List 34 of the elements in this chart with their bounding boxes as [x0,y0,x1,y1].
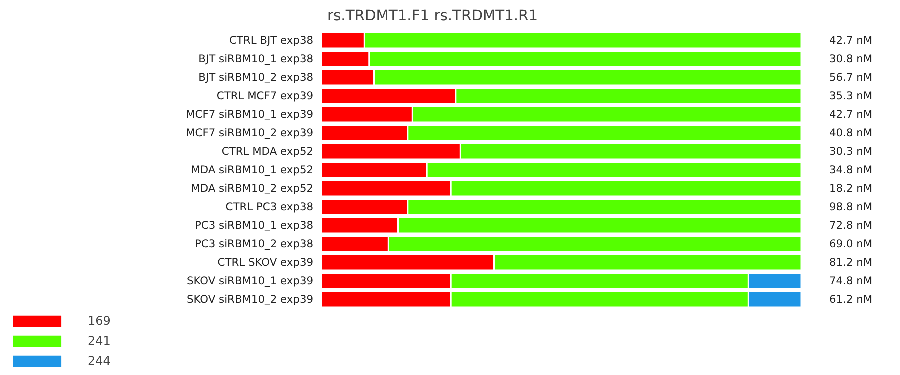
y-tick-label: CTRL PC3 exp38 [226,200,314,214]
text: 72.8 nM [830,219,873,232]
text: 61.2 nM [830,293,873,306]
text: 98.8 nM [830,200,873,214]
text: 35.3 nM [830,90,873,103]
text: 42.7 nM [830,34,873,48]
y-tick-label: CTRL BJT exp38 [229,34,314,48]
y-tick-label: BJT siRBM10_2 exp38 [198,71,314,84]
text: 81.2 nM [830,256,873,270]
text: 69.0 nM [830,238,873,251]
y-tick-label: MDA siRBM10_2 exp52 [191,182,314,196]
y-tick-label: CTRL MDA exp52 [222,145,314,158]
text: 34.8 nM [830,164,873,177]
y-tick-label: CTRL MCF7 exp39 [216,90,314,103]
text: 30.8 nM [830,52,873,66]
y-tick-label: MCF7 siRBM10_2 exp39 [186,126,314,140]
y-tick-label: PC3 siRBM10_2 exp38 [194,238,314,251]
text: 56.7 nM [830,71,873,84]
y-tick-label: CTRL SKOV exp39 [218,256,314,270]
text: 40.8 nM [830,126,873,140]
y-tick-label: MCF7 siRBM10_1 exp39 [186,108,314,122]
y-tick-label: SKOV siRBM10_2 exp39 [186,293,314,306]
legend-label: 244 [88,354,111,368]
text: 18.2 nM [830,182,873,196]
text: 30.3 nM [830,145,873,158]
y-tick-label: MDA siRBM10_1 exp52 [191,164,314,177]
y-tick-label: PC3 siRBM10_1 exp38 [194,219,314,232]
y-tick-label: SKOV siRBM10_1 exp39 [186,274,314,288]
text: 42.7 nM [830,108,873,122]
text: 74.8 nM [830,274,873,288]
legend-label: 241 [88,334,111,348]
chart-title: rs.TRDMT1.F1 rs.TRDMT1.R1 [328,8,538,24]
legend-label: 169 [88,314,111,328]
y-tick-label: BJT siRBM10_1 exp38 [198,52,314,66]
